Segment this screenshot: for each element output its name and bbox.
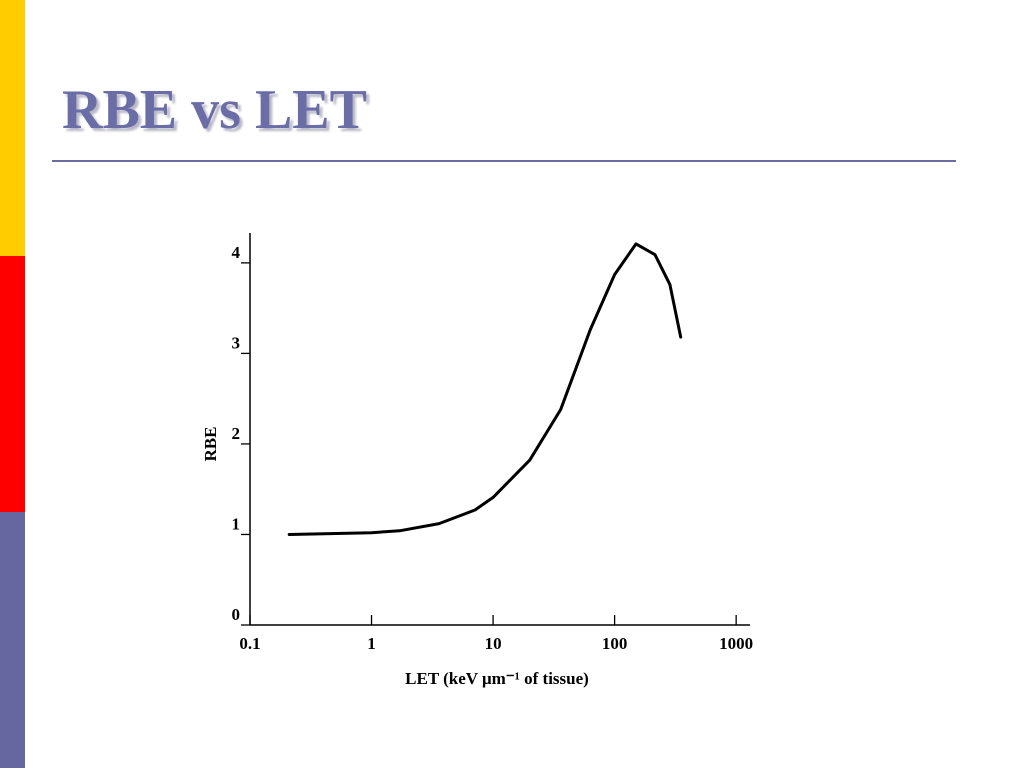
- stripe: [0, 256, 25, 512]
- slide-title: RBE vs LET: [62, 79, 367, 141]
- x-tick-label: 0.1: [239, 634, 260, 653]
- x-axis-label: LET (keV μm⁻¹ of tissue): [405, 669, 589, 688]
- x-tick-label: 1: [367, 634, 376, 653]
- y-tick-label: 3: [232, 333, 241, 352]
- y-axis-label: RBE: [201, 427, 220, 462]
- y-tick-label: 0: [232, 605, 241, 624]
- stripe: [0, 0, 25, 256]
- x-tick-label: 100: [602, 634, 628, 653]
- y-tick-label: 2: [232, 424, 241, 443]
- x-tick-label: 10: [485, 634, 502, 653]
- stripe: [0, 512, 25, 768]
- y-tick-label: 1: [232, 514, 241, 533]
- curve: [287, 242, 683, 536]
- y-tick-label: 4: [232, 243, 241, 262]
- title-rule: [52, 160, 956, 162]
- x-tick-label: 1000: [719, 634, 753, 653]
